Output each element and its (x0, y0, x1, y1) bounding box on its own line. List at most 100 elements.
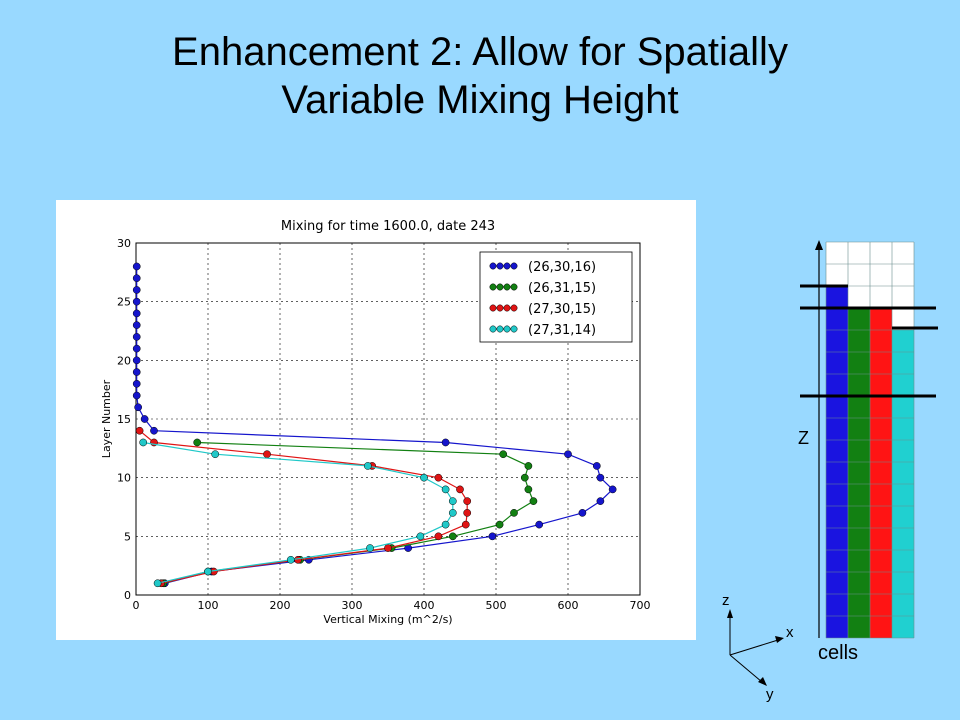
axis-x-label: x (786, 624, 794, 641)
data-point (150, 426, 158, 435)
data-point (384, 544, 392, 552)
y-tick-label: 25 (117, 296, 131, 309)
data-point (132, 274, 141, 283)
data-point (488, 532, 497, 541)
data-point (132, 344, 141, 353)
data-point (132, 368, 141, 376)
cells-diagram: Z cells z x y (700, 230, 960, 720)
axis-z-label: z (722, 592, 730, 609)
x-tick-label: 100 (198, 599, 219, 612)
cells-label: cells (818, 642, 859, 664)
data-point (204, 567, 212, 576)
y-axis-label: Layer Number (100, 379, 113, 458)
data-point (448, 497, 457, 505)
data-point (529, 497, 538, 505)
data-point (463, 497, 472, 505)
data-point (366, 544, 374, 552)
plot-frame (135, 242, 641, 596)
legend-marker (503, 325, 511, 333)
x-tick-label: 400 (414, 599, 435, 612)
data-point (132, 379, 141, 388)
data-point (139, 438, 148, 447)
triad-y-head (758, 677, 767, 686)
data-point (134, 403, 143, 412)
data-point (499, 450, 508, 459)
legend-marker (489, 304, 497, 312)
data-point (153, 579, 162, 588)
legend-marker (489, 325, 497, 333)
chart-panel: Mixing for time 1600.0, date 243 0 100 200 3… (56, 200, 696, 640)
data-point (363, 462, 372, 470)
y-tick-label: 0 (124, 589, 131, 602)
data-point (132, 356, 141, 365)
x-tick-label: 200 (270, 599, 291, 612)
y-tick-label: 10 (117, 472, 131, 485)
data-point (211, 450, 220, 459)
data-point (132, 309, 141, 318)
legend-label: (26,30,16) (528, 260, 596, 275)
data-point (263, 450, 271, 459)
data-point (135, 426, 144, 435)
x-tick-label: 300 (342, 599, 363, 612)
data-point (495, 520, 504, 529)
data-point (596, 497, 605, 505)
z-column-arrow-head (815, 240, 823, 250)
triad-x-line (729, 639, 779, 656)
slide-title-line2: Variable Mixing Height (281, 78, 679, 122)
data-point (535, 520, 544, 529)
data-point (608, 485, 617, 494)
cell-column-3 (870, 308, 892, 638)
legend-label: (27,31,14) (528, 323, 596, 338)
y-tick-label: 20 (117, 354, 131, 367)
data-point (420, 473, 428, 482)
series-line-3 (139, 430, 468, 584)
legend-marker (510, 304, 518, 312)
legend-marker (510, 283, 518, 291)
data-point (564, 450, 572, 459)
data-point (132, 321, 141, 329)
triad-y-line (729, 654, 763, 683)
legend-marker (489, 262, 497, 270)
legend-marker (503, 262, 511, 270)
data-point (441, 485, 450, 494)
chart-title: Mixing for time 1600.0, date 243 (281, 219, 495, 234)
data-point (448, 532, 457, 541)
data-point (441, 520, 450, 529)
x-tick-label: 700 (630, 599, 651, 612)
legend-marker (510, 262, 518, 270)
data-point (132, 297, 141, 306)
data-point (592, 462, 601, 470)
data-point (140, 415, 149, 423)
data-point (132, 391, 141, 400)
data-point (520, 473, 529, 482)
cells-diagram-svg (727, 240, 938, 686)
x-tick-label: 600 (558, 599, 579, 612)
data-point (132, 262, 141, 271)
legend-marker (496, 262, 504, 270)
data-point (461, 520, 470, 529)
data-point (416, 532, 425, 541)
data-point (578, 509, 587, 517)
legend-marker (496, 325, 504, 333)
cell-column-2 (848, 308, 870, 638)
legend-label: (26,31,15) (528, 281, 596, 296)
triad-x-head (775, 636, 784, 643)
data-point (463, 509, 472, 517)
legend-marker (496, 283, 504, 291)
data-point (434, 532, 443, 541)
data-point (596, 473, 605, 482)
data-point (524, 485, 533, 494)
y-tick-label: 30 (117, 237, 131, 250)
data-point (524, 462, 533, 470)
data-point (294, 555, 302, 564)
data-point (132, 333, 141, 341)
triad-z-head (727, 609, 733, 618)
series-line-1 (136, 266, 614, 584)
axis-y-label: y (766, 686, 774, 703)
legend-marker (510, 325, 518, 333)
y-tick-label: 5 (124, 530, 131, 543)
data-point (286, 555, 295, 564)
legend-marker (489, 283, 497, 291)
legend-marker (503, 283, 511, 291)
data-point (434, 473, 443, 482)
